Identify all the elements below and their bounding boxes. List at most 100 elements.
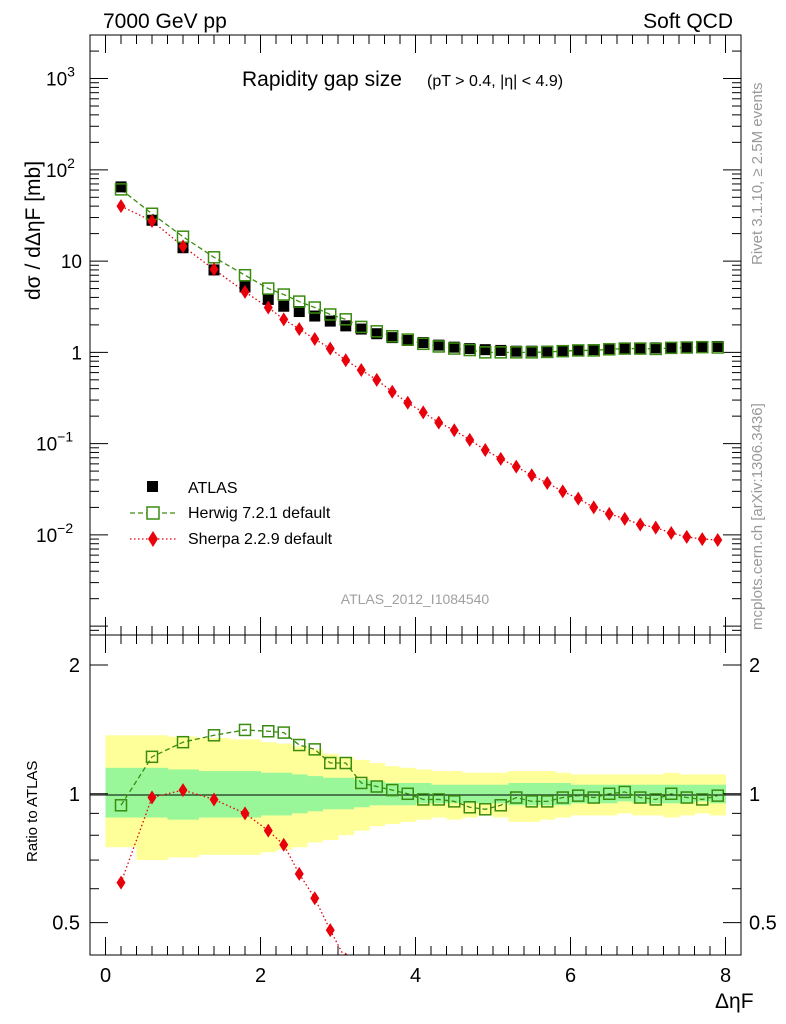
sherpa-main-point [434, 415, 444, 430]
herwig-main-point [696, 340, 709, 354]
ratio-stat-band [477, 784, 494, 804]
herwig-ratio-point [370, 780, 383, 793]
herwig-main-point [587, 344, 600, 357]
sherpa-main-line [120, 205, 718, 541]
sherpa-ratio-point [357, 993, 366, 1007]
ratio-series-clipped [114, 723, 724, 1007]
sherpa-main-point [480, 443, 490, 458]
ratio-y-tick-label-right: 1 [749, 784, 760, 806]
atlas-main-point [634, 342, 646, 354]
sherpa-main-point [356, 363, 366, 378]
herwig-ratio-point [355, 776, 368, 790]
herwig-ratio-point [432, 793, 445, 806]
ratio-stat-band [369, 781, 385, 806]
ratio-stat-band [307, 776, 323, 812]
ratio-y-tick-label-right: 2 [749, 655, 760, 677]
atlas-main-point [448, 341, 460, 353]
herwig-main-point [494, 346, 507, 359]
herwig-main-point [510, 346, 523, 359]
sherpa-main-point [573, 491, 583, 506]
herwig-ratio-point [572, 789, 585, 802]
herwig-main-point [649, 342, 662, 356]
ratio-stat-band [555, 782, 571, 806]
herwig-main-point [262, 282, 275, 295]
herwig-ratio-point [634, 791, 647, 804]
atlas-main-point [340, 320, 352, 332]
atlas-main-point [495, 344, 507, 356]
herwig-ratio-point [417, 793, 430, 806]
herwig-main-point [479, 346, 492, 359]
ratio-stat-band [384, 782, 401, 806]
herwig-main-point [401, 333, 414, 346]
analysis-id-label: ATLAS_2012_I1084540 [341, 591, 490, 607]
atlas-main-point [619, 343, 631, 355]
herwig-ratio-point [479, 803, 492, 816]
atlas-main-point [309, 310, 321, 322]
ratio-stat-band [679, 784, 695, 804]
herwig-main-point [324, 308, 337, 321]
atlas-main-point [712, 340, 724, 352]
herwig-main-point [572, 344, 585, 357]
atlas-main-point [293, 306, 305, 318]
main-y-tick-label: 103 [46, 64, 75, 91]
sherpa-ratio-point [263, 823, 273, 838]
legend-marker-herwig [146, 506, 160, 520]
atlas-main-point [386, 332, 398, 344]
atlas-main-point [557, 345, 569, 357]
atlas-main-point [526, 345, 538, 357]
source-label: mcplots.cern.ch [arXiv:1306.3436] [749, 403, 766, 630]
main-y-tick-label: 10−1 [36, 429, 73, 456]
herwig-ratio-point [114, 799, 128, 812]
category-label: Soft QCD [643, 10, 733, 33]
sherpa-main-point [697, 532, 707, 547]
rivet-version-label: Rivet 3.1.10, ≥ 2.5M events [749, 83, 766, 266]
sherpa-main-point [542, 476, 552, 491]
herwig-ratio-point [207, 729, 221, 742]
atlas-main-point [115, 181, 127, 193]
sherpa-main-point [418, 405, 428, 420]
sherpa-main-point [527, 468, 537, 483]
sherpa-ratio-point [344, 952, 348, 955]
atlas-main-point [355, 323, 367, 335]
ratio-stat-band [446, 784, 463, 804]
ratio-stat-band [291, 774, 308, 814]
ratio-x-tick-label: 4 [410, 965, 421, 987]
legend-marker-atlas [147, 481, 158, 492]
herwig-ratio-point [711, 789, 724, 802]
atlas-main-point [464, 343, 476, 355]
sherpa-ratio-point [147, 790, 157, 805]
atlas-main-point [402, 334, 414, 346]
herwig-ratio-point [176, 735, 190, 749]
main-y-axis-label: dσ / dΔηF [mb] [22, 161, 45, 300]
ratio-stat-band [338, 777, 354, 810]
sherpa-main-point [511, 459, 521, 474]
herwig-main-point [556, 344, 569, 358]
ratio-stat-band [694, 784, 711, 802]
atlas-main-point [603, 343, 615, 355]
herwig-main-point [680, 341, 693, 354]
sherpa-main-point [341, 353, 351, 368]
herwig-ratio-point [262, 725, 275, 738]
atlas-main-point [417, 337, 429, 349]
sherpa-main-point [147, 213, 157, 228]
ratio-y-axis-label: Ratio to ATLAS [24, 761, 41, 862]
herwig-main-point [293, 295, 306, 308]
atlas-main-point [650, 342, 662, 354]
herwig-ratio-point [649, 793, 662, 806]
ratio-x-tick-label: 0 [100, 965, 111, 987]
herwig-main-point [114, 183, 128, 196]
herwig-main-point [448, 342, 461, 355]
atlas-main-point [696, 341, 708, 353]
chart-title-cuts: (pT > 0.4, |η| < 4.9) [427, 73, 563, 90]
ratio-y-tick-label: 1 [69, 784, 80, 806]
sherpa-main-point [713, 532, 723, 547]
sherpa-main-point [263, 300, 273, 315]
atlas-main-point [479, 344, 491, 356]
sherpa-main-point [589, 500, 599, 515]
sherpa-main-point [651, 520, 661, 535]
herwig-ratio-point [680, 791, 693, 804]
ratio-stat-band [570, 784, 587, 804]
sherpa-ratio-point [310, 891, 320, 906]
